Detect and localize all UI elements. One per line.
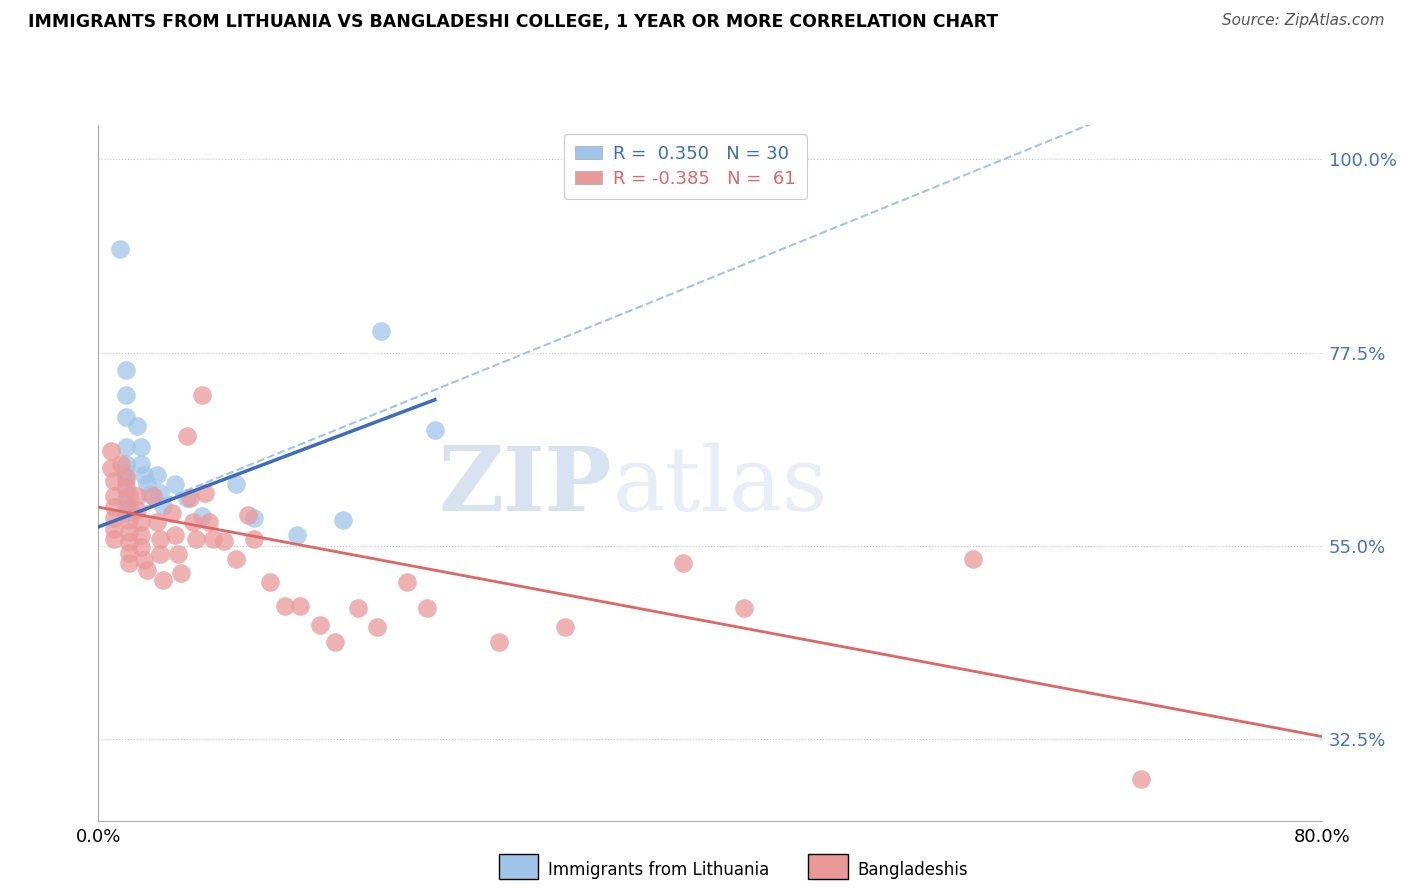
- Point: [733, 600, 755, 615]
- Point: [100, 461, 122, 475]
- Point: [118, 489, 141, 503]
- Point: [115, 480, 138, 494]
- Point: [115, 388, 138, 402]
- Point: [139, 487, 162, 501]
- Point: [225, 551, 247, 566]
- Point: [125, 489, 148, 503]
- Point: [1130, 772, 1153, 787]
- Point: [176, 491, 198, 505]
- Point: [396, 574, 419, 589]
- Point: [103, 522, 125, 536]
- Point: [332, 513, 354, 527]
- Point: [103, 500, 125, 515]
- Point: [181, 515, 204, 529]
- Point: [134, 552, 156, 566]
- Point: [115, 498, 138, 512]
- Point: [325, 635, 347, 649]
- Point: [129, 528, 152, 542]
- Point: [103, 532, 125, 546]
- Point: [129, 440, 152, 454]
- Point: [129, 541, 152, 555]
- Point: [149, 547, 172, 561]
- Point: [145, 468, 167, 483]
- Point: [149, 485, 172, 500]
- Text: atlas: atlas: [612, 443, 827, 531]
- Point: [115, 506, 138, 520]
- Point: [115, 440, 138, 454]
- Point: [118, 500, 141, 515]
- Point: [118, 546, 141, 560]
- Point: [115, 491, 138, 506]
- Point: [103, 489, 125, 503]
- Point: [129, 515, 152, 529]
- Point: [125, 502, 148, 516]
- Point: [115, 483, 138, 497]
- Point: [115, 362, 138, 376]
- Text: IMMIGRANTS FROM LITHUANIA VS BANGLADESHI COLLEGE, 1 YEAR OR MORE CORRELATION CHA: IMMIGRANTS FROM LITHUANIA VS BANGLADESHI…: [28, 13, 998, 31]
- Point: [136, 563, 159, 577]
- Point: [152, 573, 174, 587]
- Text: ZIP: ZIP: [439, 443, 612, 530]
- Point: [115, 457, 138, 471]
- Point: [423, 423, 446, 437]
- Point: [145, 515, 167, 529]
- Point: [160, 506, 183, 520]
- Point: [142, 489, 165, 503]
- Point: [290, 599, 312, 613]
- Point: [259, 574, 281, 589]
- Point: [163, 528, 186, 542]
- Point: [243, 532, 266, 546]
- Point: [225, 477, 247, 491]
- Point: [118, 556, 141, 570]
- Point: [243, 511, 266, 525]
- Point: [108, 243, 131, 257]
- Point: [238, 508, 260, 522]
- Text: Source: ZipAtlas.com: Source: ZipAtlas.com: [1222, 13, 1385, 29]
- Point: [149, 532, 172, 546]
- Point: [285, 528, 308, 542]
- Point: [103, 511, 125, 525]
- Point: [197, 515, 219, 529]
- Point: [416, 600, 439, 615]
- Point: [103, 475, 125, 489]
- Point: [179, 491, 201, 505]
- Point: [370, 324, 392, 338]
- Point: [110, 457, 132, 471]
- Point: [274, 599, 297, 613]
- Point: [554, 620, 576, 634]
- Point: [125, 418, 148, 433]
- Point: [115, 475, 138, 489]
- Point: [191, 508, 214, 523]
- Point: [347, 600, 370, 615]
- Point: [129, 457, 152, 471]
- Point: [167, 547, 190, 561]
- Point: [100, 444, 122, 458]
- Legend: R =  0.350   N = 30, R = -0.385   N =  61: R = 0.350 N = 30, R = -0.385 N = 61: [564, 134, 807, 199]
- Point: [163, 477, 186, 491]
- Point: [191, 387, 214, 401]
- Point: [170, 566, 193, 581]
- Point: [152, 500, 174, 514]
- Point: [488, 635, 510, 649]
- Point: [176, 429, 198, 443]
- Point: [186, 532, 208, 546]
- Point: [671, 556, 693, 570]
- Point: [118, 535, 141, 549]
- Point: [962, 551, 984, 566]
- Point: [115, 409, 138, 424]
- Point: [118, 524, 141, 539]
- Text: Bangladeshis: Bangladeshis: [858, 861, 969, 879]
- Point: [194, 485, 217, 500]
- Point: [136, 477, 159, 491]
- Point: [134, 468, 156, 483]
- Point: [115, 466, 138, 480]
- Point: [202, 532, 225, 546]
- Text: Immigrants from Lithuania: Immigrants from Lithuania: [548, 861, 769, 879]
- Point: [309, 617, 332, 632]
- Point: [118, 513, 141, 527]
- Point: [366, 620, 388, 634]
- Point: [115, 470, 138, 484]
- Point: [212, 534, 235, 549]
